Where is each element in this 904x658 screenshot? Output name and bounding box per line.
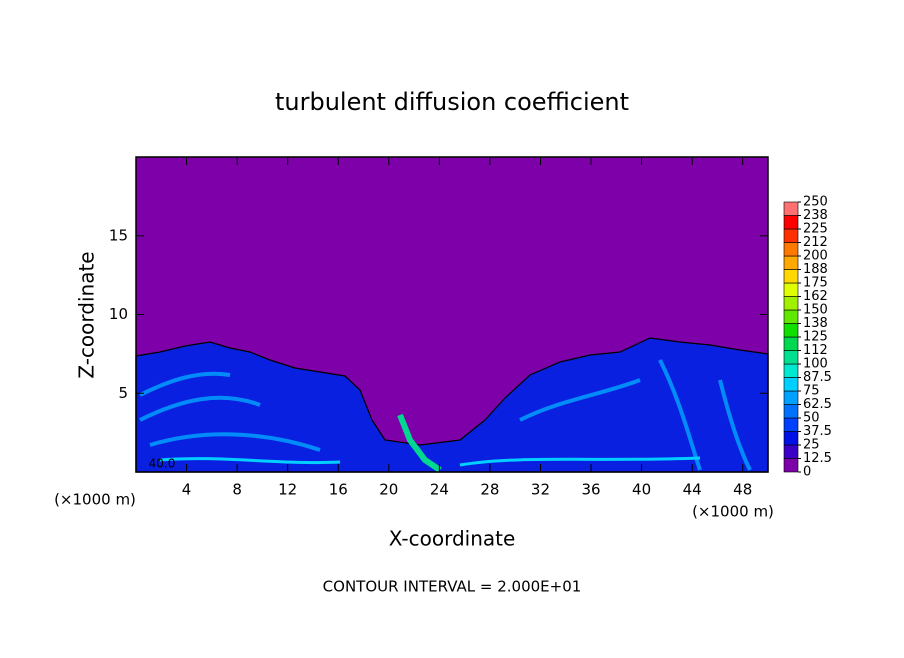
x-unit: (×1000 m) xyxy=(692,503,774,521)
x-tick-label: 24 xyxy=(430,481,449,499)
colorbar-band xyxy=(783,350,799,365)
colorbar-band xyxy=(783,336,799,351)
x-tick-label: 48 xyxy=(733,481,752,499)
colorbar-band xyxy=(783,282,799,297)
colorbar-band xyxy=(783,323,799,338)
y-tick-label: 15 xyxy=(109,226,128,244)
colorbar-band xyxy=(783,431,799,446)
x-tick-label: 16 xyxy=(329,481,348,499)
x-axis-title: X-coordinate xyxy=(389,527,516,551)
field-region xyxy=(135,337,769,473)
colorbar-label: 87.5 xyxy=(803,370,832,385)
field xyxy=(135,157,769,473)
colorbar-label: 150 xyxy=(803,303,828,318)
field-streak xyxy=(139,359,752,471)
colorbar-band xyxy=(783,458,799,473)
colorbar-label: 100 xyxy=(803,357,828,372)
colorbar-label: 212 xyxy=(803,235,828,250)
contour-label: 40.0 xyxy=(149,457,176,471)
x-tick-label: 40 xyxy=(632,481,651,499)
colorbar-label: 188 xyxy=(803,262,828,277)
colorbar-band xyxy=(783,255,799,270)
x-tick-label: 44 xyxy=(683,481,702,499)
x-unit: (×1000 m) xyxy=(54,491,136,509)
footer: CONTOUR INTERVAL = 2.000E+01 xyxy=(323,578,582,596)
colorbar-label: 200 xyxy=(803,249,828,264)
y-axis-title: Z-coordinate xyxy=(75,251,99,378)
colorbar-band xyxy=(783,201,799,216)
colorbar-label: 75 xyxy=(803,384,820,399)
x-tick-label: 20 xyxy=(379,481,398,499)
colorbar-label: 238 xyxy=(803,208,828,223)
colorbar-label: 37.5 xyxy=(803,424,832,439)
colorbar-band xyxy=(783,404,799,419)
field-streak xyxy=(159,456,701,467)
colorbar-label: 112 xyxy=(803,343,828,358)
colorbar-label: 138 xyxy=(803,316,828,331)
colorbar-label: 225 xyxy=(803,222,828,237)
x-tick-label: 4 xyxy=(182,481,192,499)
colorbar-label: 125 xyxy=(803,330,828,345)
chart-title: turbulent diffusion coefficient xyxy=(275,88,629,116)
y-tick-label: 10 xyxy=(109,305,128,323)
y-tick-label: 5 xyxy=(118,384,128,402)
colorbar-label: 25 xyxy=(803,438,820,453)
colorbar-label: 0 xyxy=(803,465,811,480)
colorbar-label: 250 xyxy=(803,195,828,210)
colorbar-band xyxy=(783,444,799,459)
colorbar-band xyxy=(783,390,799,405)
colorbar-band xyxy=(783,377,799,392)
field-peak xyxy=(397,413,442,473)
x-tick-label: 12 xyxy=(278,481,297,499)
colorbar-label: 175 xyxy=(803,276,828,291)
colorbar-band xyxy=(783,309,799,324)
x-tick-label: 36 xyxy=(581,481,600,499)
colorbar-band xyxy=(783,228,799,243)
colorbar-band xyxy=(783,363,799,378)
colorbar-band xyxy=(783,296,799,311)
colorbar-band xyxy=(783,215,799,230)
colorbar-label: 162 xyxy=(803,289,828,304)
colorbar-band xyxy=(783,269,799,284)
x-tick-label: 8 xyxy=(232,481,242,499)
colorbar-band xyxy=(783,242,799,257)
colorbar-band xyxy=(783,417,799,432)
x-tick-label: 32 xyxy=(531,481,550,499)
colorbar-label: 12.5 xyxy=(803,451,832,466)
colorbar-label: 50 xyxy=(803,411,820,426)
colorbar-label: 62.5 xyxy=(803,397,832,412)
x-tick-label: 28 xyxy=(480,481,499,499)
